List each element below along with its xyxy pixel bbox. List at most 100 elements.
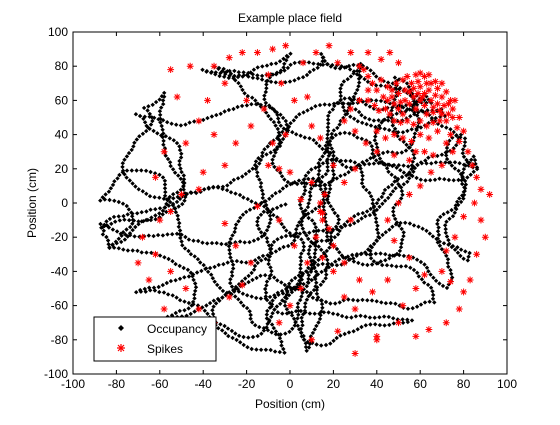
legend-label-spikes: Spikes: [147, 342, 183, 356]
x-tick-label: 100: [497, 377, 517, 391]
y-tick-label: 80: [55, 59, 69, 73]
spike-point: [275, 165, 283, 173]
spike-point: [401, 86, 409, 94]
spike-point: [418, 93, 426, 101]
spike-point: [303, 259, 311, 267]
spike-point: [347, 105, 355, 113]
spike-point: [340, 293, 348, 301]
spike-point: [277, 79, 285, 87]
y-axis-ticks: -100 -80 -60 -40 -20 0 20 40 60 80 100: [44, 25, 507, 381]
spike-point: [145, 276, 153, 284]
spike-point: [468, 161, 476, 169]
spike-point: [390, 151, 398, 159]
spike-point: [438, 268, 446, 275]
spike-point: [210, 131, 218, 138]
spike-point: [195, 117, 203, 125]
y-tick-label: -20: [51, 230, 69, 244]
spike-point: [238, 281, 246, 289]
spike-point: [429, 103, 437, 111]
occupancy-marker-icon: [118, 325, 124, 331]
x-tick-label: -60: [151, 377, 169, 391]
spike-point: [451, 97, 459, 104]
spike-point: [330, 161, 337, 169]
spike-point: [388, 86, 396, 94]
spike-point: [204, 97, 211, 104]
spike-point: [360, 66, 368, 74]
spike-point: [199, 168, 207, 176]
spike-point: [416, 182, 424, 190]
spike-point: [429, 151, 437, 159]
spike-point: [152, 250, 159, 258]
spike-point: [425, 86, 433, 94]
spike-point: [195, 185, 203, 193]
spike-point: [321, 191, 329, 198]
spike-point: [334, 327, 342, 335]
spike-point: [390, 131, 398, 138]
spike-point: [421, 271, 428, 279]
spike-point: [316, 134, 324, 142]
spike-point: [421, 73, 428, 80]
spike-point: [254, 49, 261, 56]
spike-point: [442, 247, 450, 255]
legend-box: [93, 316, 217, 362]
spike-point: [425, 71, 433, 79]
spike-point: [412, 71, 420, 79]
spike-point: [390, 117, 398, 125]
spike-point: [275, 319, 283, 327]
spike-point: [416, 97, 424, 104]
spike-point: [460, 288, 467, 296]
spike-point: [429, 119, 437, 127]
spike-point: [403, 73, 411, 80]
spike-point: [392, 79, 400, 87]
spike-point: [477, 216, 485, 224]
spike-point: [269, 139, 277, 147]
spike-point: [447, 97, 454, 104]
spike-point: [438, 161, 446, 169]
spike-point: [330, 268, 337, 275]
spike-point: [431, 91, 439, 99]
spike-point: [254, 203, 261, 210]
spike-point: [351, 350, 359, 357]
spike-point: [397, 98, 405, 106]
spike-point: [442, 319, 450, 327]
spike-point: [290, 97, 298, 104]
x-tick-label: -40: [195, 377, 213, 391]
legend-label-occupancy: Occupancy: [147, 322, 207, 336]
spike-point: [438, 110, 446, 118]
spike-point: [438, 79, 446, 87]
spike-point: [384, 216, 392, 224]
spike-point: [325, 42, 333, 50]
spike-point: [152, 173, 159, 181]
legend-item-spikes: Spikes: [117, 342, 183, 356]
spike-point: [364, 73, 372, 80]
spike-point: [416, 131, 424, 138]
spike-point: [316, 199, 324, 207]
spike-point: [371, 102, 379, 109]
spike-point: [390, 237, 398, 245]
spike-point: [416, 69, 424, 77]
spike-point: [167, 66, 175, 74]
spike-point: [384, 276, 392, 284]
spike-point: [464, 148, 472, 156]
spike-point: [416, 83, 424, 91]
spike-point: [373, 336, 381, 344]
spike-point: [386, 49, 394, 56]
spike-point: [340, 259, 348, 267]
x-axis-ticks: -100 -80 -60 -40 -20 0 20 40 60 80 100: [61, 32, 517, 391]
spike-point: [351, 305, 359, 313]
spike-point: [414, 90, 422, 97]
spike-point: [382, 134, 389, 142]
occupancy-layer: [98, 51, 480, 355]
spike-point: [308, 179, 316, 186]
spike-point: [382, 105, 389, 113]
x-tick-label: 40: [370, 377, 384, 391]
spike-point: [210, 62, 218, 70]
spike-point: [466, 276, 474, 284]
spike-point: [434, 85, 441, 92]
spike-point: [455, 114, 463, 121]
spike-point: [379, 93, 387, 101]
spike-point: [460, 127, 467, 135]
y-tick-label: 40: [55, 128, 69, 142]
spike-point: [425, 326, 433, 333]
